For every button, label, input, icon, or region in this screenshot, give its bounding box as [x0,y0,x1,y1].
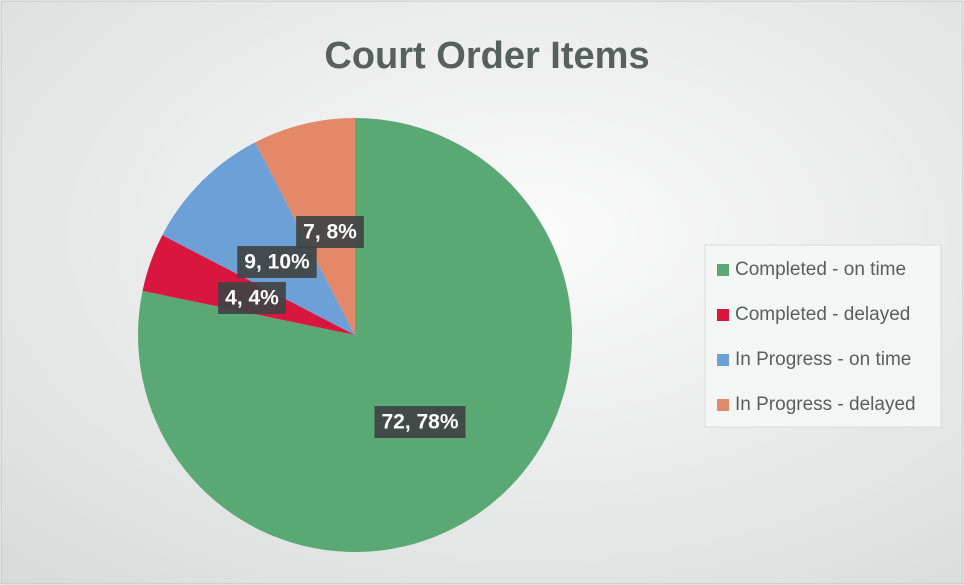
data-label-box [237,246,317,278]
chart-title: Court Order Items [324,35,649,77]
data-label: 4, 4% [225,287,279,310]
legend-swatch [717,399,729,411]
legend-label: Completed - on time [735,259,906,280]
data-label-box [296,216,364,248]
pie-slice [162,142,355,335]
legend-label: In Progress - on time [735,349,911,370]
data-label: 7, 8% [303,221,357,244]
legend-label: Completed - delayed [735,304,910,325]
data-label: 9, 10% [244,251,310,274]
legend-label: In Progress - delayed [735,394,916,415]
data-label-box [374,406,466,438]
data-label: 72, 78% [381,411,458,434]
data-label-box [218,282,286,314]
legend-swatch [717,264,729,276]
legend-swatch [717,354,729,366]
legend-box [704,244,942,428]
legend-swatch [717,309,729,321]
